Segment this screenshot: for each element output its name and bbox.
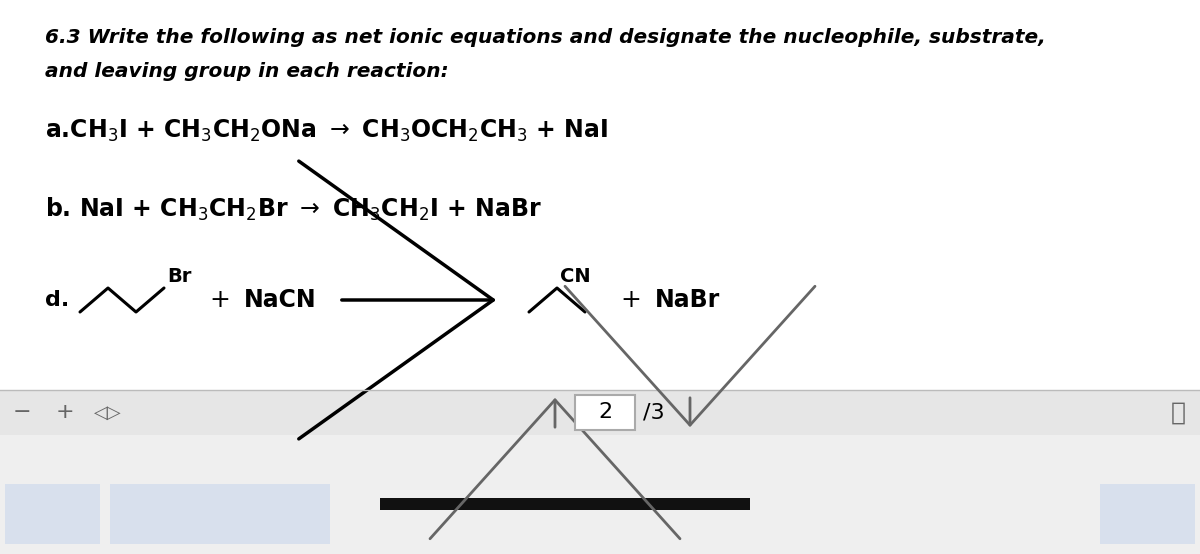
Bar — [110, 484, 330, 544]
Text: b. NaI + CH$_3$CH$_2$Br $\rightarrow$ CH$_3$CH$_2$I + NaBr: b. NaI + CH$_3$CH$_2$Br $\rightarrow$ CH… — [46, 196, 541, 223]
Bar — [380, 498, 750, 510]
Text: Br: Br — [167, 267, 191, 286]
Bar — [0, 390, 1200, 435]
Text: +: + — [209, 288, 230, 312]
Text: +: + — [55, 403, 74, 423]
Bar — [0, 435, 1200, 554]
Text: a.CH$_3$I + CH$_3$CH$_2$ONa $\rightarrow$ CH$_3$OCH$_2$CH$_3$ + NaI: a.CH$_3$I + CH$_3$CH$_2$ONa $\rightarrow… — [46, 118, 608, 144]
Text: /3: /3 — [643, 403, 665, 423]
Bar — [1100, 484, 1195, 544]
Text: ◁▷: ◁▷ — [94, 403, 122, 422]
Text: CN: CN — [560, 267, 590, 286]
Text: −: − — [13, 403, 31, 423]
Text: 6.3 Write the following as net ionic equations and designate the nucleophile, su: 6.3 Write the following as net ionic equ… — [46, 28, 1045, 47]
FancyBboxPatch shape — [575, 395, 635, 430]
Text: ⛶: ⛶ — [1170, 401, 1186, 424]
Text: d.: d. — [46, 290, 70, 310]
Text: NaCN: NaCN — [244, 288, 317, 312]
Text: and leaving group in each reaction:: and leaving group in each reaction: — [46, 62, 449, 81]
Text: +: + — [620, 288, 641, 312]
Bar — [5, 484, 100, 544]
Text: 2: 2 — [598, 403, 612, 423]
Text: NaBr: NaBr — [655, 288, 720, 312]
